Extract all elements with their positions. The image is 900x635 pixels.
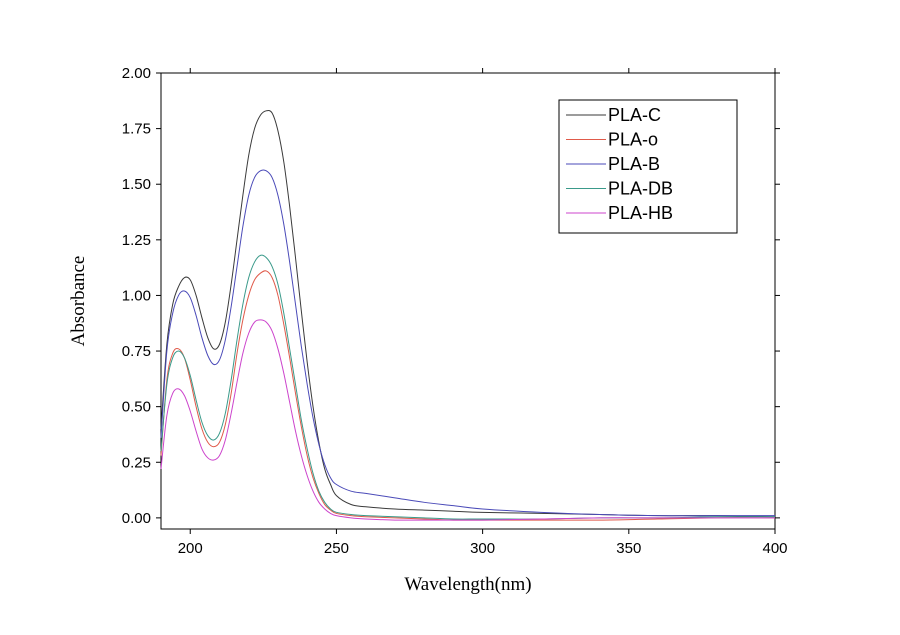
series-line-pla-b	[160, 169, 775, 517]
series-line-pla-o	[160, 270, 776, 521]
y-axis-title: Absorbance	[68, 256, 89, 347]
series-layer	[160, 109, 776, 521]
y-tick-label: 1.50	[122, 176, 151, 193]
series-line-pla-hb	[160, 319, 775, 521]
legend-box	[558, 99, 738, 234]
y-tick-label: 2.00	[122, 65, 151, 82]
x-axis-title: Wavelength(nm)	[404, 574, 531, 595]
legend-items: PLA-C PLA-o PLA-B PLA-DB PLA-HB	[566, 105, 673, 223]
series-line-pla-db	[160, 254, 776, 520]
legend-label: PLA-o	[608, 130, 658, 150]
legend-label: PLA-DB	[608, 179, 673, 199]
y-tick-label: 0.00	[122, 510, 151, 527]
x-tick-label: 350	[616, 540, 641, 557]
y-tick-label: 0.25	[122, 454, 151, 471]
y-tick-label: 0.50	[122, 399, 151, 416]
ticks-layer: 0.00 0.25 0.50 0.75 1.00 1.25 1.50 1.75 2.00 200 2…	[122, 65, 788, 557]
series-line-pla-c	[160, 109, 776, 518]
y-tick-label: 1.00	[122, 287, 151, 304]
legend-label: PLA-HB	[608, 203, 673, 223]
x-tick-label: 400	[762, 540, 787, 557]
x-tick-label: 250	[324, 540, 349, 557]
plot-frame	[160, 72, 776, 530]
x-tick-label: 200	[178, 540, 203, 557]
y-tick-label: 1.75	[122, 121, 151, 138]
y-tick-label: 1.25	[122, 232, 151, 249]
legend-label: PLA-B	[608, 154, 660, 174]
legend: PLA-C PLA-o PLA-B PLA-DB PLA-HB	[558, 99, 738, 234]
x-tick-label: 300	[470, 540, 495, 557]
legend-label: PLA-C	[608, 105, 661, 125]
y-tick-label: 0.75	[122, 343, 151, 360]
